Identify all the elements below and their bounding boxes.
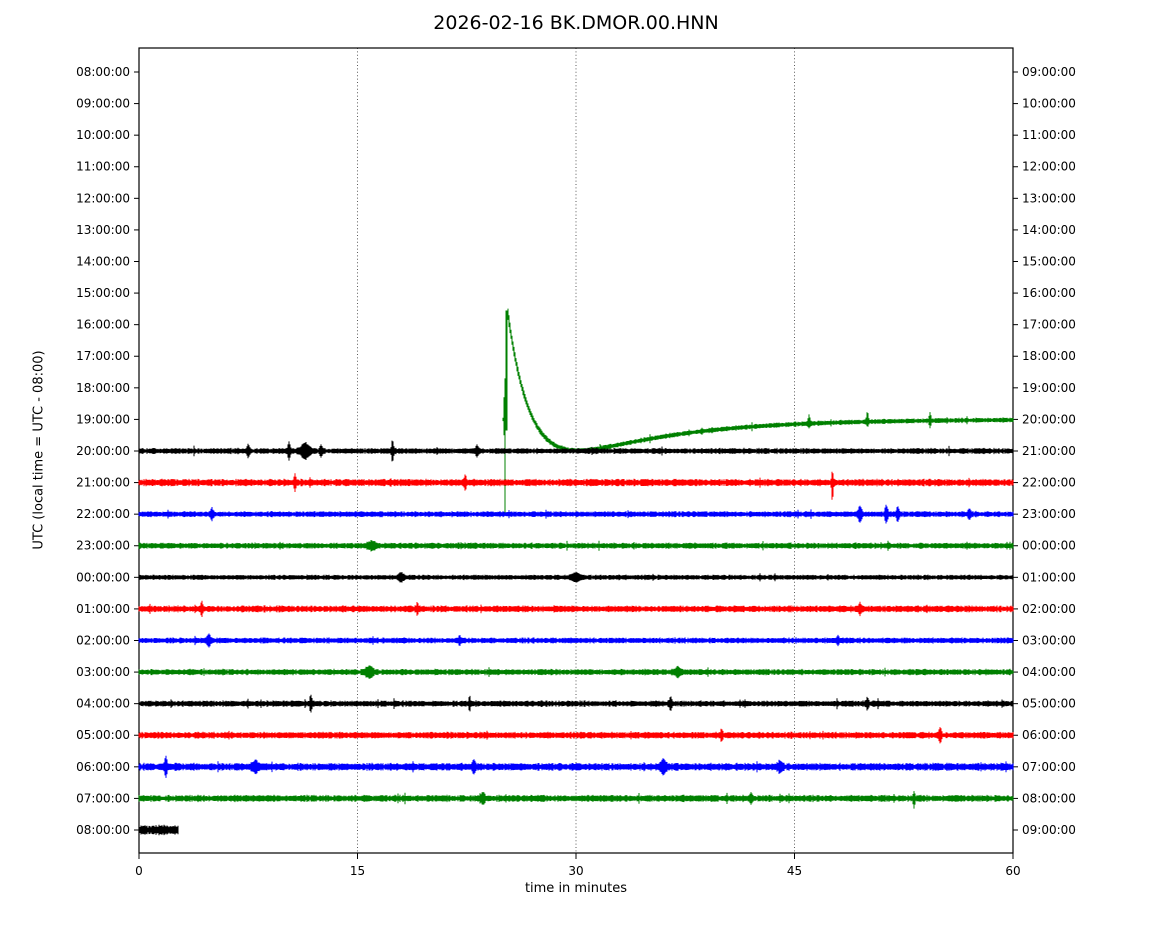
utc-tick-label: 13:00:00 [76,223,130,237]
x-axis-label: time in minutes [524,881,628,896]
utc-tick-label: 10:00:00 [76,128,130,142]
end-time-tick-label: 05:00:00 [1022,697,1076,711]
trace-row-0100 [138,600,1014,617]
utc-tick-label: 00:00:00 [76,570,130,584]
utc-tick-label: 02:00:00 [76,633,130,647]
end-time-tick-label: 01:00:00 [1022,570,1076,584]
x-tick-label: 15 [350,864,365,878]
trace-row-0700 [138,791,1014,809]
end-time-tick-label: 12:00:00 [1022,160,1076,174]
end-time-tick-label: 08:00:00 [1022,791,1076,805]
utc-tick-label: 07:00:00 [76,791,130,805]
x-tick-label: 30 [568,864,583,878]
utc-tick-label: 12:00:00 [76,191,130,205]
trace-row-0500 [138,727,1014,744]
end-time-tick-label: 22:00:00 [1022,476,1076,490]
utc-tick-label: 20:00:00 [76,444,130,458]
trace-row-0600 [138,755,1014,778]
utc-tick-label: 01:00:00 [76,602,130,616]
utc-tick-label: 11:00:00 [76,160,130,174]
trace-row-0000 [138,572,1014,583]
end-time-tick-label: 07:00:00 [1022,760,1076,774]
end-time-tick-label: 06:00:00 [1022,728,1076,742]
end-time-tick-label: 17:00:00 [1022,318,1076,332]
utc-tick-label: 09:00:00 [76,97,130,111]
end-time-tick-label: 16:00:00 [1022,286,1076,300]
end-time-tick-label: 09:00:00 [1022,823,1076,837]
utc-tick-label: 03:00:00 [76,665,130,679]
trace-row-2300 [138,540,1014,552]
end-time-tick-label: 03:00:00 [1022,633,1076,647]
utc-tick-label: 23:00:00 [76,539,130,553]
utc-tick-label: 04:00:00 [76,697,130,711]
utc-tick-label: 14:00:00 [76,254,130,268]
end-time-tick-label: 15:00:00 [1022,254,1076,268]
utc-tick-label: 06:00:00 [76,760,130,774]
utc-tick-label: 15:00:00 [76,286,130,300]
x-tick-label: 60 [1005,864,1020,878]
trace-row-0200 [138,633,1014,648]
end-time-tick-label: 18:00:00 [1022,349,1076,363]
utc-tick-label: 21:00:00 [76,476,130,490]
chart-title: 2026-02-16 BK.DMOR.00.HNN [433,12,719,34]
end-time-tick-label: 14:00:00 [1022,223,1076,237]
end-time-tick-label: 11:00:00 [1022,128,1076,142]
utc-tick-label: 17:00:00 [76,349,130,363]
end-time-tick-label: 00:00:00 [1022,539,1076,553]
trace-row-2100 [138,471,1014,500]
trace-row-0300 [138,665,1014,679]
end-time-tick-label: 21:00:00 [1022,444,1076,458]
trace-row-1900 [502,308,1014,516]
utc-tick-label: 08:00:00 [76,65,130,79]
utc-tick-label: 16:00:00 [76,318,130,332]
trace-row-2200 [138,504,1014,524]
end-time-tick-label: 02:00:00 [1022,602,1076,616]
end-time-tick-label: 09:00:00 [1022,65,1076,79]
utc-tick-label: 18:00:00 [76,381,130,395]
utc-tick-label: 19:00:00 [76,412,130,426]
end-time-tick-label: 23:00:00 [1022,507,1076,521]
end-time-tick-label: 04:00:00 [1022,665,1076,679]
end-time-tick-label: 19:00:00 [1022,381,1076,395]
end-time-tick-label: 10:00:00 [1022,97,1076,111]
trace-row-0800 [138,824,179,836]
x-tick-label: 45 [787,864,802,878]
utc-tick-label: 08:00:00 [76,823,130,837]
end-time-tick-label: 13:00:00 [1022,191,1076,205]
utc-tick-label: 22:00:00 [76,507,130,521]
trace-row-2000 [138,440,1014,462]
utc-tick-label: 05:00:00 [76,728,130,742]
trace-row-0400 [138,694,1014,713]
end-time-tick-label: 20:00:00 [1022,412,1076,426]
x-tick-label: 0 [135,864,143,878]
